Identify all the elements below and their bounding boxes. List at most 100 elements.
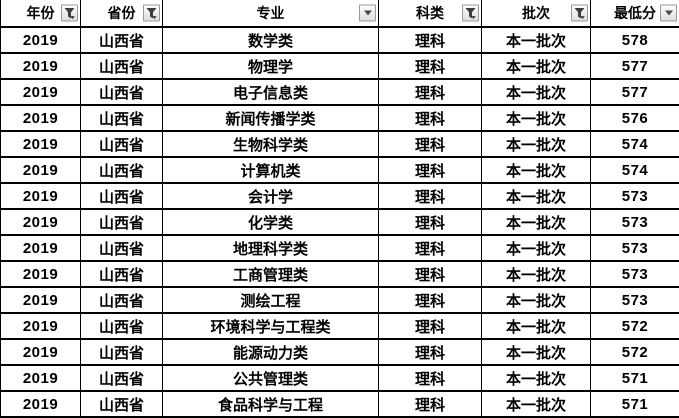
cell-province[interactable]: 山西省 bbox=[81, 131, 163, 157]
cell-subject-category[interactable]: 理科 bbox=[379, 131, 482, 157]
cell-province[interactable]: 山西省 bbox=[81, 287, 163, 313]
cell-province[interactable]: 山西省 bbox=[81, 339, 163, 365]
cell-province[interactable]: 山西省 bbox=[81, 235, 163, 261]
autofilter-button[interactable] bbox=[61, 5, 78, 22]
cell-batch[interactable]: 本一批次 bbox=[482, 183, 591, 209]
cell-province[interactable]: 山西省 bbox=[81, 313, 163, 339]
cell-major[interactable]: 电子信息类 bbox=[163, 79, 379, 105]
cell-year[interactable]: 2019 bbox=[1, 287, 81, 313]
cell-min-score[interactable]: 576 bbox=[591, 105, 679, 131]
cell-major[interactable]: 计算机类 bbox=[163, 157, 379, 183]
cell-subject-category[interactable]: 理科 bbox=[379, 313, 482, 339]
cell-min-score[interactable]: 577 bbox=[591, 79, 679, 105]
cell-min-score[interactable]: 578 bbox=[591, 27, 679, 53]
cell-year[interactable]: 2019 bbox=[1, 53, 81, 79]
cell-province[interactable]: 山西省 bbox=[81, 209, 163, 235]
column-header-label: 专业 bbox=[257, 5, 285, 21]
cell-batch[interactable]: 本一批次 bbox=[482, 79, 591, 105]
cell-batch[interactable]: 本一批次 bbox=[482, 391, 591, 417]
cell-province[interactable]: 山西省 bbox=[81, 27, 163, 53]
cell-province[interactable]: 山西省 bbox=[81, 391, 163, 417]
cell-year[interactable]: 2019 bbox=[1, 79, 81, 105]
cell-year[interactable]: 2019 bbox=[1, 209, 81, 235]
cell-min-score[interactable]: 573 bbox=[591, 209, 679, 235]
cell-major[interactable]: 公共管理类 bbox=[163, 365, 379, 391]
cell-min-score[interactable]: 577 bbox=[591, 53, 679, 79]
cell-major[interactable]: 地理科学类 bbox=[163, 235, 379, 261]
cell-major[interactable]: 生物科学类 bbox=[163, 131, 379, 157]
cell-batch[interactable]: 本一批次 bbox=[482, 313, 591, 339]
cell-province[interactable]: 山西省 bbox=[81, 157, 163, 183]
cell-min-score[interactable]: 571 bbox=[591, 365, 679, 391]
cell-subject-category[interactable]: 理科 bbox=[379, 209, 482, 235]
cell-min-score[interactable]: 573 bbox=[591, 235, 679, 261]
table-row: 2019 山西省 环境科学与工程类 理科 本一批次 572 bbox=[1, 313, 679, 339]
cell-major[interactable]: 食品科学与工程 bbox=[163, 391, 379, 417]
cell-batch[interactable]: 本一批次 bbox=[482, 209, 591, 235]
cell-province[interactable]: 山西省 bbox=[81, 261, 163, 287]
cell-subject-category[interactable]: 理科 bbox=[379, 365, 482, 391]
cell-year[interactable]: 2019 bbox=[1, 27, 81, 53]
cell-year[interactable]: 2019 bbox=[1, 313, 81, 339]
cell-subject-category[interactable]: 理科 bbox=[379, 157, 482, 183]
cell-subject-category[interactable]: 理科 bbox=[379, 261, 482, 287]
cell-batch[interactable]: 本一批次 bbox=[482, 287, 591, 313]
cell-min-score[interactable]: 573 bbox=[591, 287, 679, 313]
cell-year[interactable]: 2019 bbox=[1, 339, 81, 365]
column-header: 年份 bbox=[1, 0, 81, 27]
cell-year[interactable]: 2019 bbox=[1, 365, 81, 391]
cell-batch[interactable]: 本一批次 bbox=[482, 157, 591, 183]
cell-subject-category[interactable]: 理科 bbox=[379, 183, 482, 209]
cell-province[interactable]: 山西省 bbox=[81, 365, 163, 391]
cell-batch[interactable]: 本一批次 bbox=[482, 131, 591, 157]
cell-batch[interactable]: 本一批次 bbox=[482, 365, 591, 391]
cell-province[interactable]: 山西省 bbox=[81, 105, 163, 131]
cell-subject-category[interactable]: 理科 bbox=[379, 79, 482, 105]
cell-min-score[interactable]: 571 bbox=[591, 391, 679, 417]
cell-province[interactable]: 山西省 bbox=[81, 79, 163, 105]
cell-year[interactable]: 2019 bbox=[1, 391, 81, 417]
cell-major[interactable]: 数学类 bbox=[163, 27, 379, 53]
cell-min-score[interactable]: 574 bbox=[591, 131, 679, 157]
cell-year[interactable]: 2019 bbox=[1, 105, 81, 131]
cell-major[interactable]: 能源动力类 bbox=[163, 339, 379, 365]
autofilter-button[interactable] bbox=[571, 5, 588, 22]
cell-major[interactable]: 物理学 bbox=[163, 53, 379, 79]
cell-province[interactable]: 山西省 bbox=[81, 183, 163, 209]
cell-batch[interactable]: 本一批次 bbox=[482, 339, 591, 365]
cell-major[interactable]: 环境科学与工程类 bbox=[163, 313, 379, 339]
cell-min-score[interactable]: 573 bbox=[591, 261, 679, 287]
cell-min-score[interactable]: 573 bbox=[591, 183, 679, 209]
cell-year[interactable]: 2019 bbox=[1, 235, 81, 261]
cell-subject-category[interactable]: 理科 bbox=[379, 235, 482, 261]
cell-batch[interactable]: 本一批次 bbox=[482, 105, 591, 131]
cell-year[interactable]: 2019 bbox=[1, 157, 81, 183]
cell-batch[interactable]: 本一批次 bbox=[482, 235, 591, 261]
cell-year[interactable]: 2019 bbox=[1, 261, 81, 287]
cell-batch[interactable]: 本一批次 bbox=[482, 27, 591, 53]
autofilter-button[interactable] bbox=[143, 5, 160, 22]
cell-min-score[interactable]: 574 bbox=[591, 157, 679, 183]
cell-year[interactable]: 2019 bbox=[1, 131, 81, 157]
cell-major[interactable]: 工商管理类 bbox=[163, 261, 379, 287]
cell-subject-category[interactable]: 理科 bbox=[379, 53, 482, 79]
cell-subject-category[interactable]: 理科 bbox=[379, 391, 482, 417]
cell-subject-category[interactable]: 理科 bbox=[379, 287, 482, 313]
cell-min-score[interactable]: 572 bbox=[591, 339, 679, 365]
cell-province[interactable]: 山西省 bbox=[81, 53, 163, 79]
cell-subject-category[interactable]: 理科 bbox=[379, 27, 482, 53]
cell-major[interactable]: 会计学 bbox=[163, 183, 379, 209]
cell-major[interactable]: 化学类 bbox=[163, 209, 379, 235]
cell-subject-category[interactable]: 理科 bbox=[379, 339, 482, 365]
cell-subject-category[interactable]: 理科 bbox=[379, 105, 482, 131]
filter-funnel-icon bbox=[146, 7, 157, 19]
cell-min-score[interactable]: 572 bbox=[591, 313, 679, 339]
cell-major[interactable]: 新闻传播学类 bbox=[163, 105, 379, 131]
autofilter-button[interactable] bbox=[660, 5, 677, 22]
cell-major[interactable]: 测绘工程 bbox=[163, 287, 379, 313]
cell-batch[interactable]: 本一批次 bbox=[482, 261, 591, 287]
autofilter-button[interactable] bbox=[462, 5, 479, 22]
autofilter-button[interactable] bbox=[359, 5, 376, 22]
cell-year[interactable]: 2019 bbox=[1, 183, 81, 209]
cell-batch[interactable]: 本一批次 bbox=[482, 53, 591, 79]
